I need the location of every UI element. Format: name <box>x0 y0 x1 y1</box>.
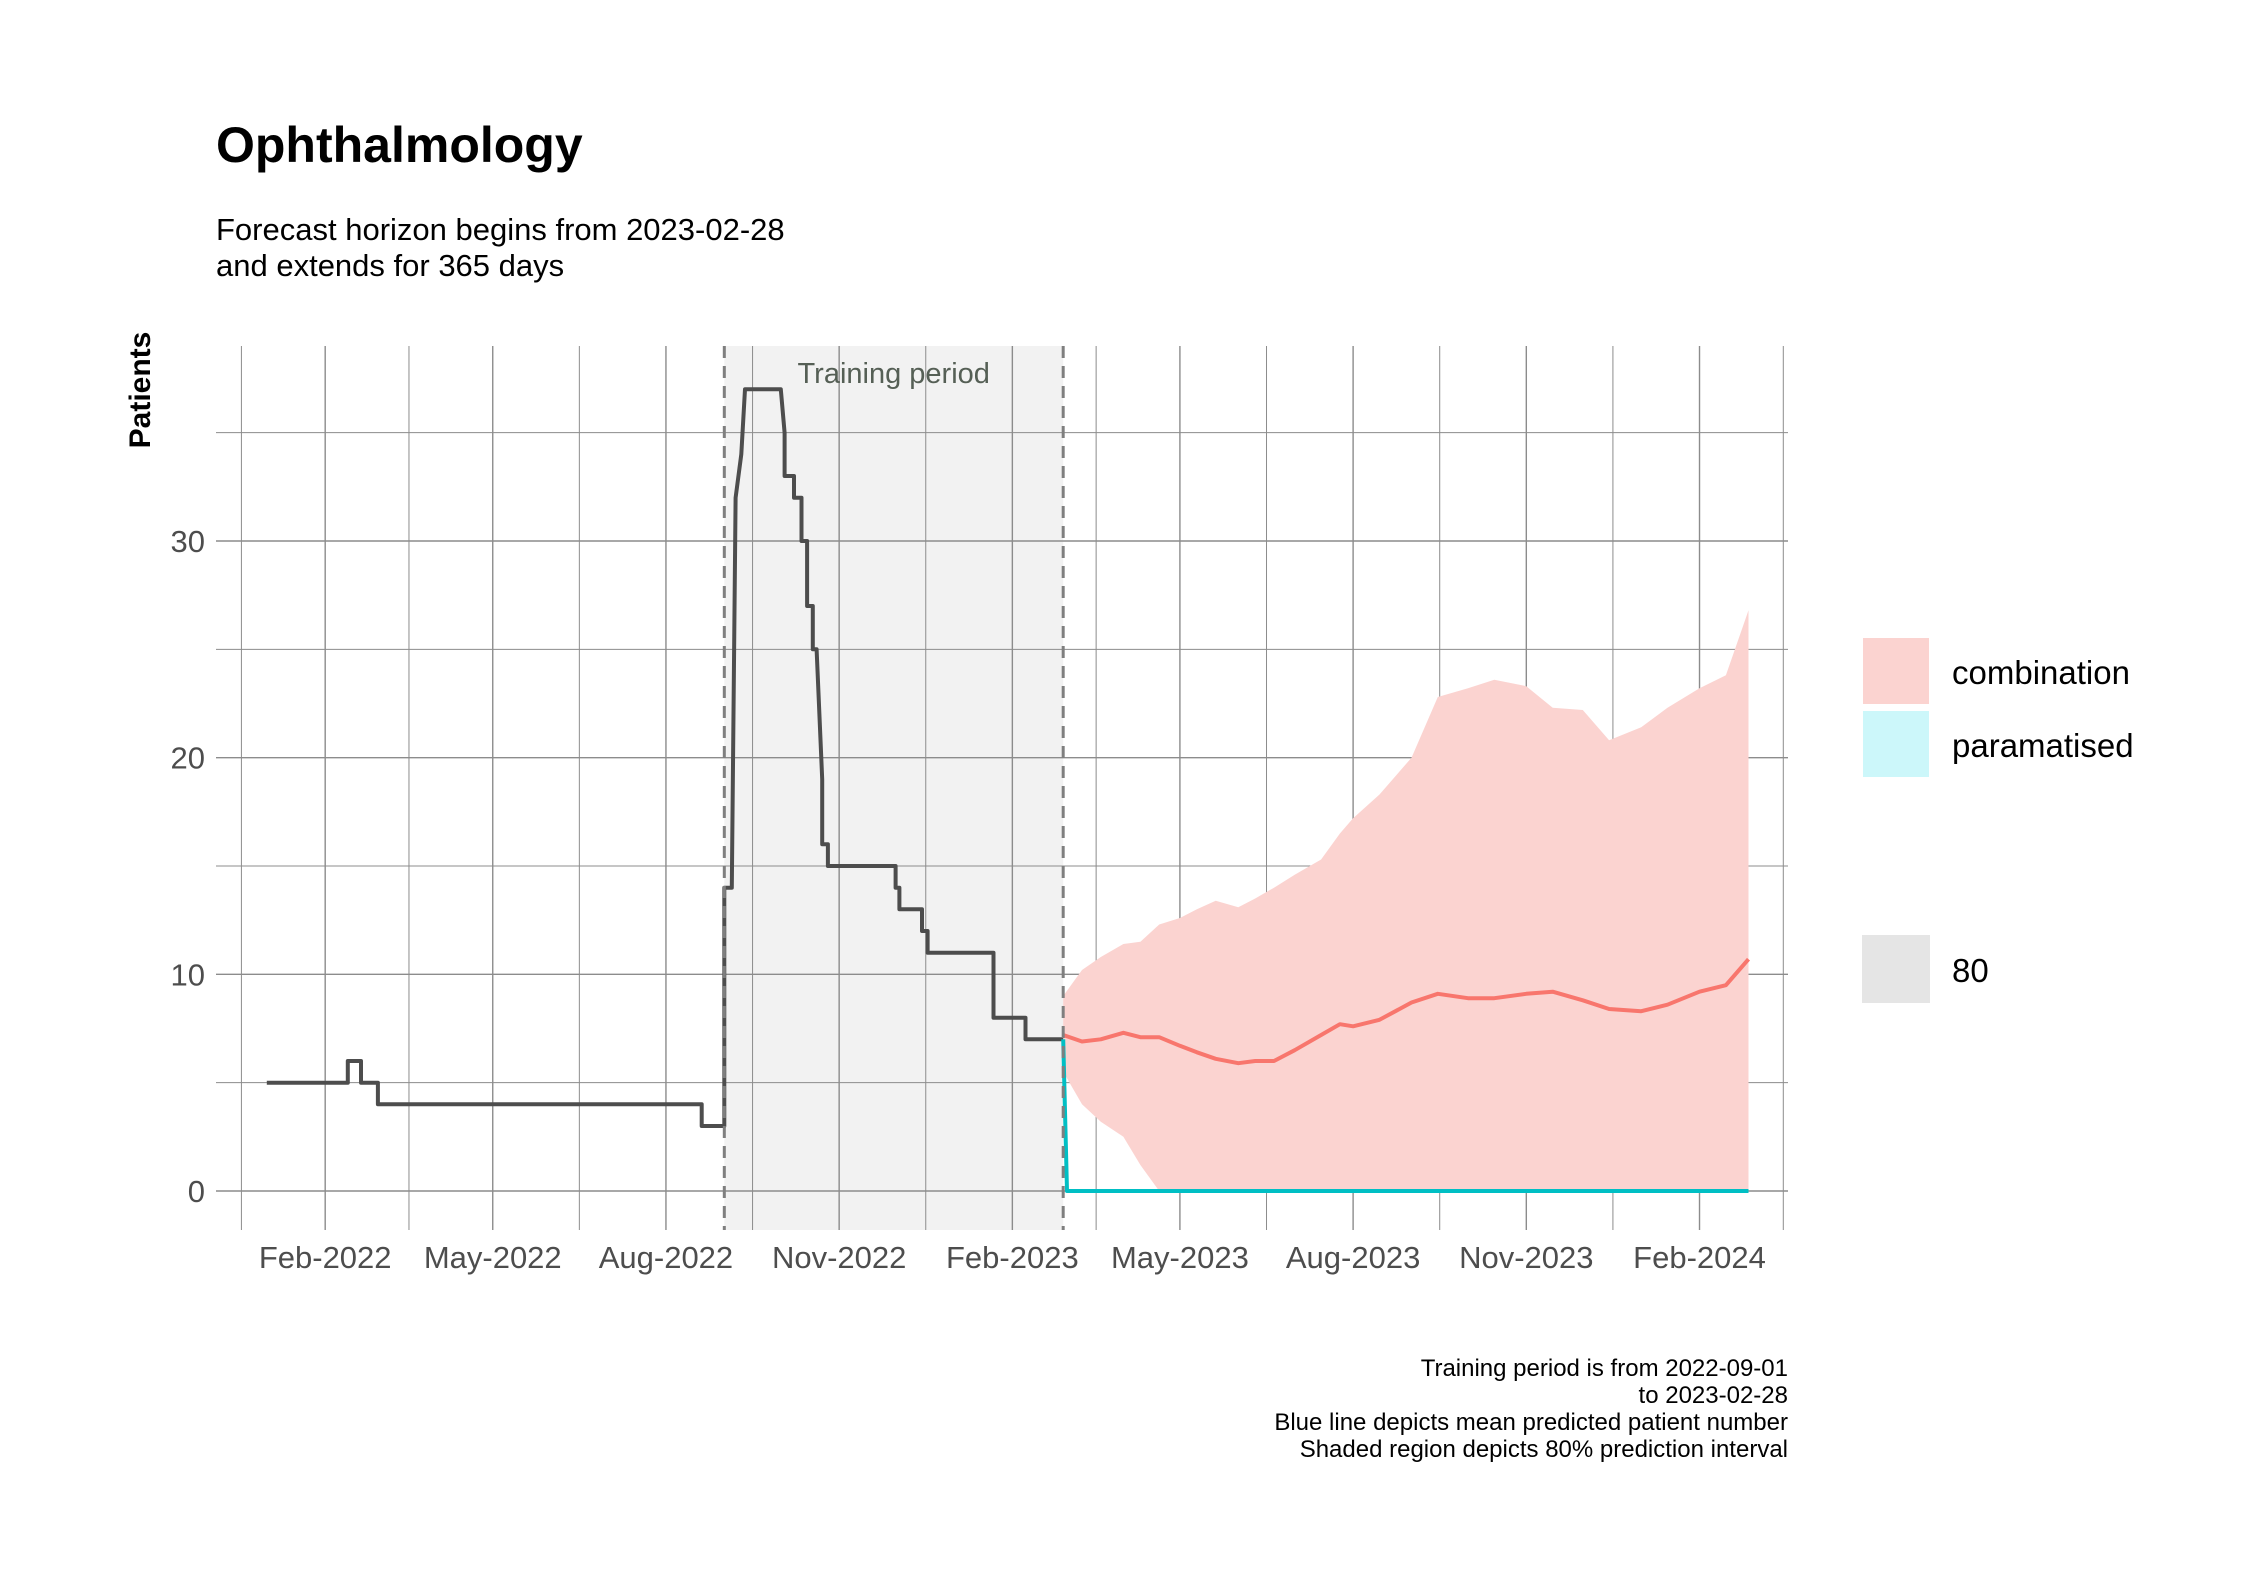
legend-key-level-80 <box>1862 935 1930 1003</box>
legend-key-paramatised <box>1861 709 1931 779</box>
caption-line-2: to 2023-02-28 <box>1639 1382 1788 1409</box>
y-axis-title: Patients <box>124 332 157 449</box>
y-axis-ticks: 0 10 20 30 <box>171 524 205 1209</box>
y-tick-label: 0 <box>188 1174 205 1209</box>
caption-line-1: Training period is from 2022-09-01 <box>1421 1355 1788 1382</box>
x-tick-label: May-2022 <box>424 1240 562 1275</box>
chart-subtitle-line-2: and extends for 365 days <box>216 248 564 283</box>
legend-label-level-80: 80 <box>1952 952 1989 989</box>
y-tick-label: 20 <box>171 741 205 776</box>
series-line-combination <box>1062 957 1751 1066</box>
caption-line-4: Shaded region depicts 80% prediction int… <box>1300 1436 1788 1463</box>
x-tick-label: Nov-2022 <box>772 1240 906 1275</box>
prediction-interval-combination <box>1063 610 1749 1191</box>
x-axis-ticks: Feb-2022 May-2022 Aug-2022 Nov-2022 Feb-2023… <box>259 1240 1766 1275</box>
caption: Training period is from 2022-09-01 to 20… <box>1274 1355 1788 1463</box>
x-tick-label: Aug-2023 <box>1286 1240 1420 1275</box>
observed-series-line <box>266 387 1064 1128</box>
caption-line-3: Blue line depicts mean predicted patient… <box>1274 1409 1788 1436</box>
legend-label-paramatised: paramatised <box>1952 727 2134 764</box>
x-tick-label: Aug-2022 <box>599 1240 733 1275</box>
x-tick-label: Feb-2022 <box>259 1240 392 1275</box>
chart-title: Ophthalmology <box>216 117 583 173</box>
legend: combination paramatised 80 <box>1861 636 2134 1003</box>
prediction-interval-layer <box>1063 610 1749 1191</box>
x-tick-label: Nov-2023 <box>1459 1240 1593 1275</box>
x-tick-label: Feb-2023 <box>946 1240 1079 1275</box>
y-tick-label: 30 <box>171 524 205 559</box>
training-period-label: Training period <box>798 358 990 390</box>
legend-key-combination <box>1861 636 1931 706</box>
chart-subtitle-line-1: Forecast horizon begins from 2023-02-28 <box>216 212 785 247</box>
x-tick-label: Feb-2024 <box>1633 1240 1766 1275</box>
y-tick-label: 10 <box>171 957 205 992</box>
legend-label-combination: combination <box>1952 654 2130 691</box>
x-tick-label: May-2023 <box>1111 1240 1249 1275</box>
